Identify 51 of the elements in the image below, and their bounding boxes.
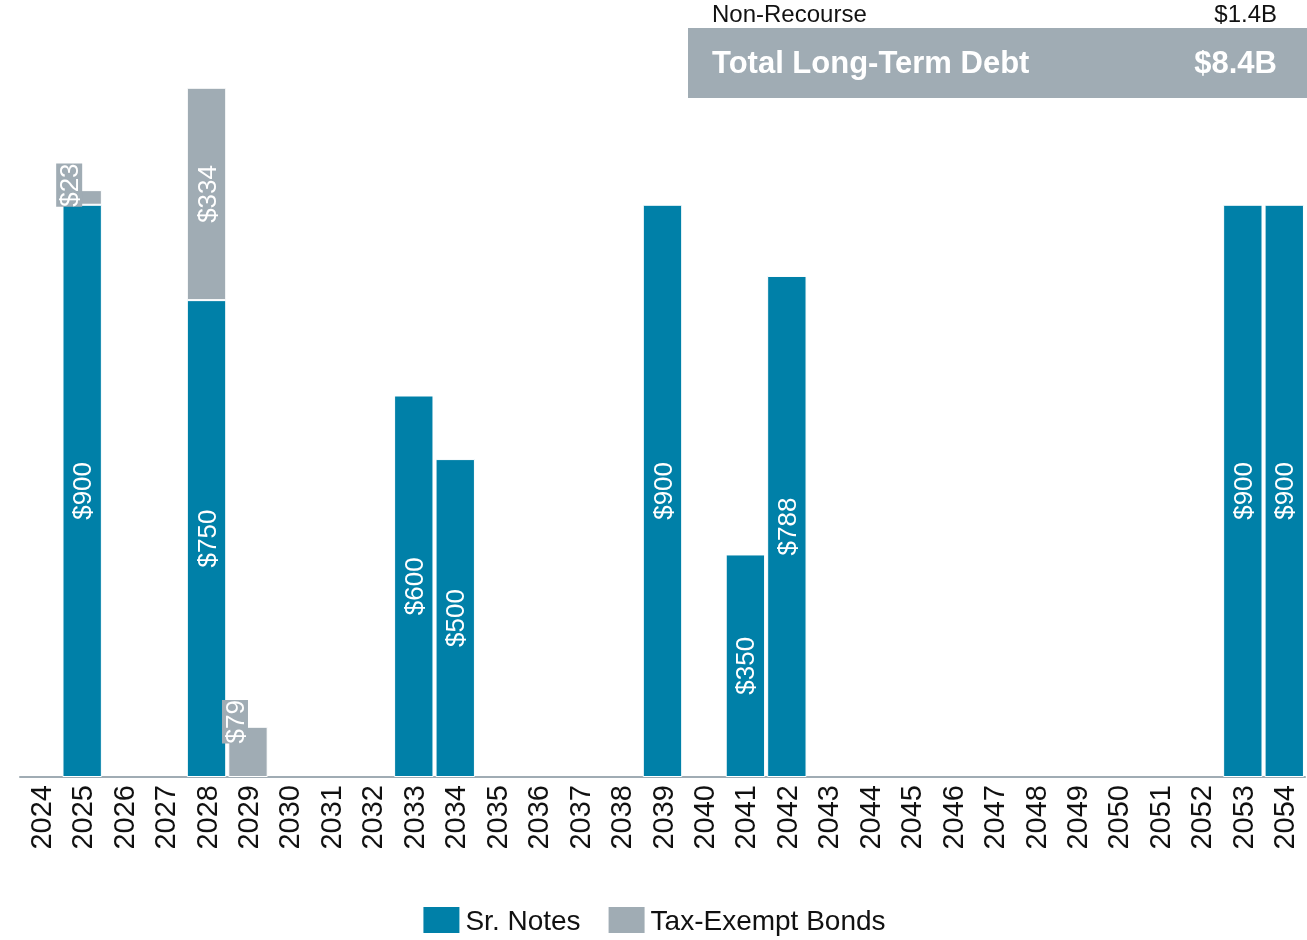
x-tick-label: 2043	[812, 785, 845, 850]
text: $8.4B	[1194, 45, 1277, 81]
text: Non-Recourse	[712, 0, 867, 28]
x-tick-label: 2034	[439, 785, 472, 850]
data-label: $900	[1227, 461, 1258, 520]
x-tick-label: 2025	[66, 785, 99, 850]
x-tick-label: 2048	[1019, 785, 1052, 850]
x-tick-label: 2037	[563, 785, 596, 850]
x-tick-label: 2046	[936, 785, 969, 850]
x-tick-label: 2032	[356, 785, 389, 850]
x-tick-label: 2041	[729, 785, 762, 850]
x-tick-label: 2036	[522, 785, 555, 850]
data-label: $750	[191, 509, 222, 568]
x-tick-label: 2038	[605, 785, 638, 850]
x-tick-label: 2045	[895, 785, 928, 850]
data-label: $600	[398, 557, 429, 616]
x-tick-label: 2051	[1143, 785, 1176, 850]
x-tick-label: 2044	[853, 785, 886, 850]
data-label: $900	[647, 461, 678, 520]
x-tick-label: 2026	[107, 785, 140, 850]
x-tick-label: 2052	[1185, 785, 1218, 850]
x-tick-label: 2035	[480, 785, 513, 850]
x-tick-label: 2047	[978, 785, 1011, 850]
bar	[767, 275, 807, 777]
x-tick-label: 2024	[24, 785, 57, 850]
data-label: $500	[440, 589, 471, 647]
x-tick-label: 2050	[1102, 785, 1135, 850]
x-tick-label: 2049	[1061, 785, 1094, 850]
x-tick-label: 2031	[314, 785, 347, 850]
data-label: $900	[1269, 461, 1300, 520]
bar	[642, 204, 683, 777]
data-label: $788	[771, 497, 802, 556]
data-label: $334	[191, 165, 222, 223]
text: Total Long-Term Debt	[712, 45, 1030, 81]
data-label: $350	[730, 636, 761, 695]
x-tick-label: 2028	[190, 785, 223, 850]
data-label: $900	[67, 461, 98, 520]
x-tick-label: 2039	[646, 785, 679, 850]
data-label: $79	[219, 700, 250, 744]
text: $1.4B	[1214, 0, 1277, 28]
x-tick-label: 2054	[1268, 785, 1301, 850]
x-tick-label: 2040	[687, 785, 720, 850]
x-tick-label: 2030	[273, 785, 306, 850]
x-tick-label: 2042	[770, 785, 803, 850]
x-tick-label: 2029	[231, 785, 264, 850]
x-tick-label: 2053	[1226, 785, 1259, 850]
x-tick-label: 2027	[149, 785, 182, 850]
data-label: $23	[54, 163, 85, 207]
legend-label: Sr. Notes	[465, 904, 581, 936]
legend-label: Tax-Exempt Bonds	[650, 904, 886, 936]
x-tick-label: 2033	[397, 785, 430, 850]
